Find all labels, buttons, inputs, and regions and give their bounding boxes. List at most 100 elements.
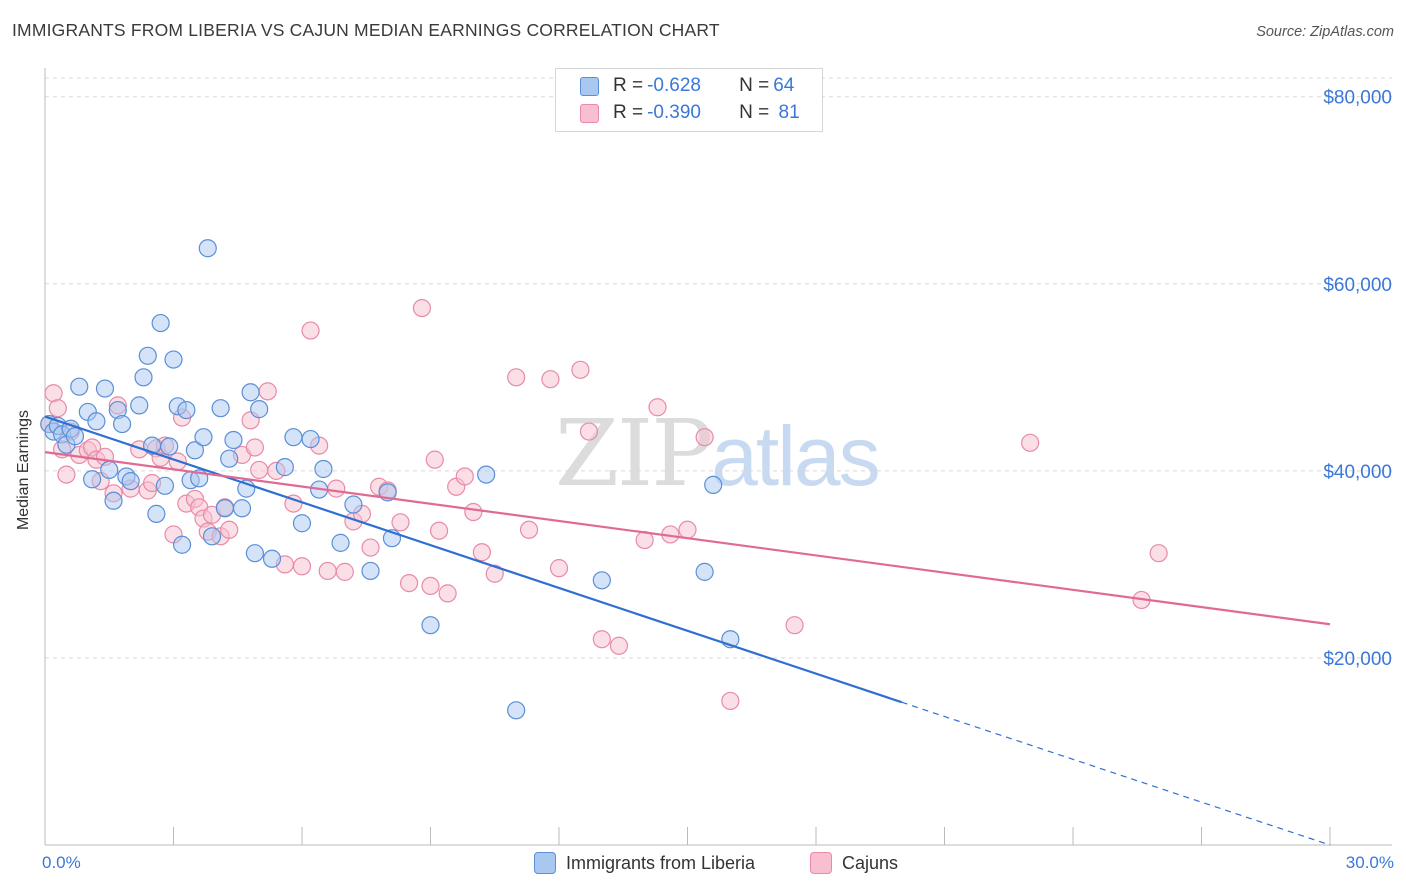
legend-r-label: R = <box>613 102 644 123</box>
legend-n-label: N = <box>739 75 770 96</box>
liberia-point <box>151 313 170 333</box>
cajun-point <box>421 576 440 596</box>
watermark: ZIPatlas <box>555 400 881 507</box>
liberia-point <box>224 430 243 450</box>
liberia-point <box>241 383 260 402</box>
legend-r-value: -0.390 <box>647 102 701 123</box>
watermark-zip: ZIP <box>555 400 713 507</box>
liberia-point <box>134 368 153 387</box>
x-tick-label-max: 30.0% <box>1345 853 1394 872</box>
cajun-point <box>571 360 590 379</box>
cajun-swatch-icon <box>580 103 599 123</box>
liberia-point <box>121 472 140 491</box>
cajun-point <box>425 450 444 469</box>
liberia-trend-extension <box>901 701 1331 846</box>
liberia-point <box>292 514 312 533</box>
cajun-point <box>258 382 277 401</box>
legend-row-cajun: R = -0.390 N = 81 <box>580 102 800 124</box>
liberia-point <box>695 562 714 581</box>
cajun-point <box>785 616 804 635</box>
liberia-point <box>331 533 350 552</box>
legend-n-value: 81 <box>773 102 800 123</box>
legend-row-liberia: R = -0.628 N = 64 <box>580 75 794 97</box>
liberia-point <box>477 465 496 484</box>
legend-label-liberia: Immigrants from Liberia <box>566 852 756 873</box>
cajun-point <box>399 573 419 593</box>
cajun-point <box>1021 433 1040 452</box>
cajun-point <box>327 479 346 498</box>
legend-label-cajun: Cajuns <box>842 852 899 873</box>
cajun-point <box>648 398 667 417</box>
cajun-point <box>48 399 67 418</box>
liberia-point <box>65 427 85 446</box>
cajun-point <box>721 691 740 711</box>
liberia-point <box>361 561 380 581</box>
liberia-point <box>314 459 333 479</box>
cajun-legend-swatch-icon <box>810 852 832 874</box>
cajun-point <box>361 538 380 557</box>
cajun-point <box>519 520 539 539</box>
liberia-point <box>262 549 282 568</box>
liberia-point <box>421 616 440 635</box>
liberia-point <box>138 346 157 365</box>
cajun-point <box>245 438 264 457</box>
cajun-point <box>391 513 410 532</box>
liberia-point <box>147 504 166 523</box>
cajun-point <box>507 368 526 387</box>
liberia-point <box>592 571 611 590</box>
liberia-point <box>198 239 217 258</box>
liberia-point <box>507 701 526 720</box>
liberia-point <box>704 475 723 494</box>
y-tick-label: $20,000 <box>1323 649 1392 670</box>
liberia-point <box>185 441 205 460</box>
liberia-point <box>130 396 149 415</box>
cajun-point <box>541 370 560 389</box>
cajun-point <box>429 521 449 540</box>
liberia-point <box>284 428 303 447</box>
cajun-point <box>438 584 457 603</box>
liberia-point <box>70 377 89 396</box>
stats-legend: R = -0.628 N = 64 R = -0.390 N = 81 <box>555 68 823 132</box>
cajun-point <box>464 502 483 522</box>
liberia-point <box>301 429 320 449</box>
cajun-point <box>301 321 320 340</box>
cajun-point <box>220 520 239 539</box>
cajun-point <box>549 559 569 578</box>
liberia-point <box>83 470 102 489</box>
legend-item-liberia: Immigrants from Liberia <box>534 852 755 874</box>
legend-r-value: -0.628 <box>647 75 701 96</box>
cajun-point <box>579 422 599 441</box>
cajun-point <box>678 520 697 539</box>
legend-item-cajun: Cajuns <box>810 852 898 874</box>
cajun-point <box>695 428 714 447</box>
liberia-point <box>112 414 132 434</box>
cajun-point <box>335 562 354 581</box>
liberia-point <box>155 476 175 495</box>
liberia-point <box>95 379 115 398</box>
cajun-point <box>318 561 337 581</box>
cajun-point <box>292 557 312 576</box>
liberia-point <box>104 491 123 510</box>
x-tick-label-min: 0.0% <box>42 853 81 872</box>
cajun-point <box>1149 544 1168 563</box>
liberia-point <box>160 437 179 456</box>
liberia-point <box>344 495 363 514</box>
liberia-point <box>245 544 264 563</box>
chart-title: IMMIGRANTS FROM LIBERIA VS CAJUN MEDIAN … <box>12 20 720 40</box>
liberia-point <box>211 399 230 418</box>
liberia-point <box>172 535 192 554</box>
liberia-point <box>250 400 269 419</box>
legend-n-label: N = <box>739 102 770 123</box>
liberia-point <box>87 412 106 431</box>
cajun-point <box>609 636 629 655</box>
liberia-swatch-icon <box>580 76 599 96</box>
liberia-legend-swatch-icon <box>534 852 556 874</box>
cajun-point <box>44 384 63 403</box>
cajun-point <box>412 299 432 318</box>
cajun-point <box>250 460 269 480</box>
liberia-point <box>177 400 196 420</box>
liberia-point <box>232 499 252 518</box>
watermark-atlas: atlas <box>711 409 880 503</box>
cajun-point <box>485 564 504 583</box>
